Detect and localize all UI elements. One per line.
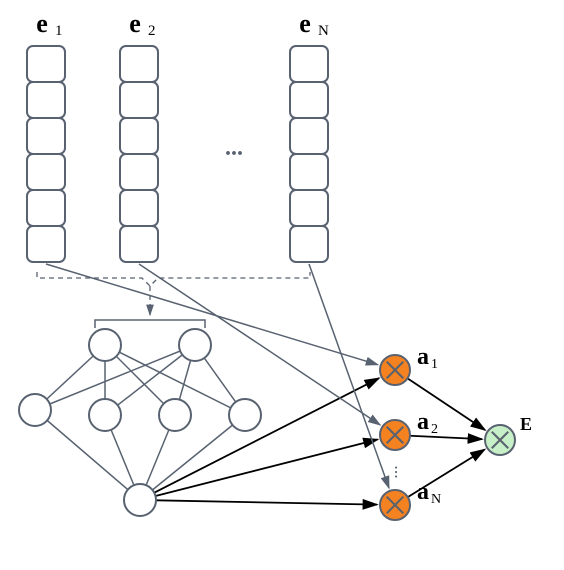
columns-ellipsis: ... xyxy=(225,135,243,161)
embedding-cell xyxy=(27,190,65,226)
a-label: a xyxy=(417,479,429,505)
embedding-cell xyxy=(290,82,328,118)
network-node xyxy=(89,329,121,361)
attention-node xyxy=(380,490,410,520)
a-label: a xyxy=(417,409,429,435)
embedding-cell xyxy=(27,46,65,82)
E-label: E xyxy=(520,414,532,434)
embedding-cell xyxy=(290,154,328,190)
a-label-sub: 2 xyxy=(431,422,438,437)
embedding-cell xyxy=(120,154,158,190)
network-node xyxy=(179,329,211,361)
a-label-sub: 1 xyxy=(431,357,438,372)
embedding-cell xyxy=(27,118,65,154)
column-label-sub: 1 xyxy=(55,23,63,39)
column-label: e xyxy=(299,9,311,38)
network-node xyxy=(89,399,121,431)
network-node xyxy=(229,399,261,431)
a-label: a xyxy=(417,344,429,370)
a-label-sub: N xyxy=(431,492,441,507)
attention-node xyxy=(380,420,410,450)
network-entry-bracket xyxy=(95,320,205,328)
attention-node xyxy=(380,355,410,385)
column-label-sub: N xyxy=(318,23,329,39)
a-ellipsis: ... xyxy=(391,465,411,479)
a-to-E-arrow xyxy=(410,436,482,439)
embedding-cell xyxy=(120,118,158,154)
network-node xyxy=(19,394,51,426)
column-label: e xyxy=(129,9,141,38)
embedding-cell xyxy=(290,118,328,154)
embedding-cell xyxy=(120,226,158,262)
embedding-cell xyxy=(290,190,328,226)
net-to-a-arrow xyxy=(154,378,379,493)
embedding-cell xyxy=(290,226,328,262)
network-node xyxy=(159,399,191,431)
embedding-cell xyxy=(120,190,158,226)
net-to-a-arrow xyxy=(156,439,378,496)
network-node xyxy=(124,484,156,516)
output-node xyxy=(485,425,515,455)
embedding-cell xyxy=(27,226,65,262)
embedding-cell xyxy=(120,82,158,118)
embedding-cell xyxy=(290,46,328,82)
network-edge xyxy=(35,410,140,500)
column-label: e xyxy=(36,9,48,38)
embedding-cell xyxy=(27,82,65,118)
net-to-a-arrow xyxy=(156,500,377,504)
embedding-cell xyxy=(27,154,65,190)
column-label-sub: 2 xyxy=(148,23,156,39)
embedding-cell xyxy=(120,46,158,82)
